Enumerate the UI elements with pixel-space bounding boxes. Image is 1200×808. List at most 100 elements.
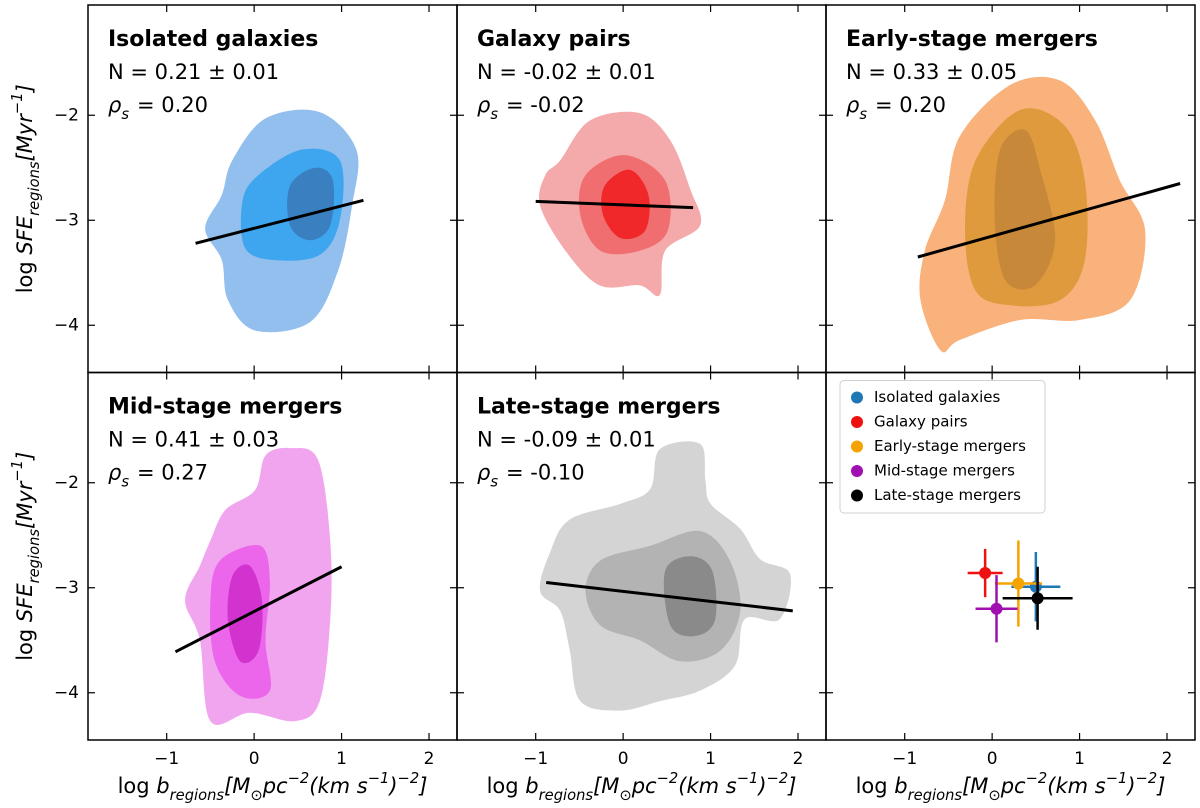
label-part: log xyxy=(856,774,895,798)
label-part: regions xyxy=(539,787,594,804)
legend-label: Mid-stage mergers xyxy=(874,462,1015,480)
density-contour xyxy=(663,556,717,637)
annotation-symbol: ρ xyxy=(477,93,491,117)
x-tick-label: 1 xyxy=(1074,749,1085,769)
label-part: regions xyxy=(26,529,43,584)
label-part: pc xyxy=(1000,774,1026,798)
label-part: ⊙ xyxy=(988,787,1000,804)
label-part: log xyxy=(118,774,157,798)
label-part: [ xyxy=(224,774,233,798)
x-tick-label: 0 xyxy=(618,749,629,769)
annotation: N = 0.21 ± 0.01 xyxy=(108,60,279,84)
annotation: ρs = 0.20 xyxy=(846,93,946,123)
label-part: ) xyxy=(1125,774,1135,798)
label-part: −2 xyxy=(1026,770,1048,787)
annotation-subscript: s xyxy=(859,106,867,123)
annotation-value: = 0.27 xyxy=(137,461,208,485)
annotation: ρs = -0.10 xyxy=(477,461,585,491)
annotation-value: = -0.02 xyxy=(506,93,585,117)
label-part: −1 xyxy=(737,770,759,787)
label-part: pc xyxy=(631,774,657,798)
label-part: SFE xyxy=(13,583,37,622)
y-tick-label: −3 xyxy=(54,578,79,598)
legend-label: Galaxy pairs xyxy=(874,413,968,431)
x-axis-label: log bregions[M⊙pc−2(km s−1)−2] xyxy=(118,770,428,804)
label-part: ⊙ xyxy=(250,787,262,804)
annotation-symbol: ρ xyxy=(846,93,860,117)
label-part: M xyxy=(970,774,988,798)
y-tick-label: −3 xyxy=(54,210,79,230)
label-part: −1 xyxy=(9,92,26,114)
label-part: [ xyxy=(13,152,37,161)
label-part: −2 xyxy=(1136,770,1158,787)
annotation-subscript: s xyxy=(490,106,498,123)
panel-title: Isolated galaxies xyxy=(108,27,318,52)
label-part: (km s xyxy=(678,774,736,798)
label-part: ] xyxy=(1156,774,1165,798)
label-part: Myr xyxy=(13,480,37,521)
legend-marker xyxy=(851,416,863,428)
annotation: N = 0.33 ± 0.05 xyxy=(846,60,1017,84)
annotation: ρs = 0.27 xyxy=(108,461,208,491)
label-part: b xyxy=(156,774,169,798)
x-axis-label: log bregions[M⊙pc−2(km s−1)−2] xyxy=(856,770,1166,804)
density-contour xyxy=(287,167,335,241)
label-part: b xyxy=(894,774,907,798)
x-axis-label: log bregions[M⊙pc−2(km s−1)−2] xyxy=(487,770,797,804)
annotation-value: = 0.20 xyxy=(137,93,208,117)
legend-marker xyxy=(851,391,863,404)
label-part: M xyxy=(232,774,250,798)
label-part: ⊙ xyxy=(619,787,631,804)
annotation-value: = 0.20 xyxy=(875,93,946,117)
label-part: (km s xyxy=(1047,774,1105,798)
y-tick-label: −2 xyxy=(54,473,79,493)
annotation-symbol: ρ xyxy=(108,93,122,117)
data-point xyxy=(1012,577,1025,590)
annotation-symbol: ρ xyxy=(108,461,122,485)
x-tick-label: −1 xyxy=(523,749,548,769)
y-tick-label: −4 xyxy=(54,315,79,335)
legend-box xyxy=(839,380,1046,514)
label-part: ] xyxy=(418,774,427,798)
label-part: b xyxy=(525,774,538,798)
annotation-subscript: s xyxy=(121,106,129,123)
fit-line xyxy=(917,182,1181,259)
legend-label: Isolated galaxies xyxy=(874,388,1001,406)
fit-line xyxy=(174,565,343,654)
y-axis-label: log SFEregions[Myr−1] xyxy=(9,452,43,661)
annotation-subscript: s xyxy=(490,473,498,490)
label-part: regions xyxy=(908,787,963,804)
panel-title: Mid-stage mergers xyxy=(108,395,342,420)
label-part: ] xyxy=(787,774,796,798)
legend-marker xyxy=(851,465,863,477)
annotation: N = -0.09 ± 0.01 xyxy=(477,428,656,452)
x-tick-label: 1 xyxy=(705,749,716,769)
density-contour xyxy=(994,129,1056,290)
label-part: pc xyxy=(262,774,288,798)
label-part: log xyxy=(487,774,526,798)
legend-label: Early-stage mergers xyxy=(874,437,1026,455)
label-part: log xyxy=(13,255,37,294)
fit-line xyxy=(195,198,364,245)
y-tick-label: −4 xyxy=(54,683,79,703)
label-part: (km s xyxy=(309,774,367,798)
label-part: −2 xyxy=(398,770,420,787)
x-tick-label: 2 xyxy=(424,749,435,769)
label-part: −2 xyxy=(657,770,679,787)
label-part: −2 xyxy=(767,770,789,787)
panel-title: Galaxy pairs xyxy=(477,27,631,52)
label-part: [ xyxy=(962,774,971,798)
label-part: ] xyxy=(13,84,37,93)
label-part: −1 xyxy=(1106,770,1128,787)
label-part: −1 xyxy=(368,770,390,787)
x-tick-label: −1 xyxy=(892,749,917,769)
x-tick-label: 2 xyxy=(1162,749,1173,769)
data-point xyxy=(990,602,1003,615)
label-part: ) xyxy=(387,774,397,798)
annotation-value: = -0.10 xyxy=(506,461,585,485)
y-tick-label: −2 xyxy=(54,105,79,125)
x-tick-label: 0 xyxy=(249,749,260,769)
legend-marker xyxy=(851,440,863,453)
data-point xyxy=(1031,592,1044,605)
